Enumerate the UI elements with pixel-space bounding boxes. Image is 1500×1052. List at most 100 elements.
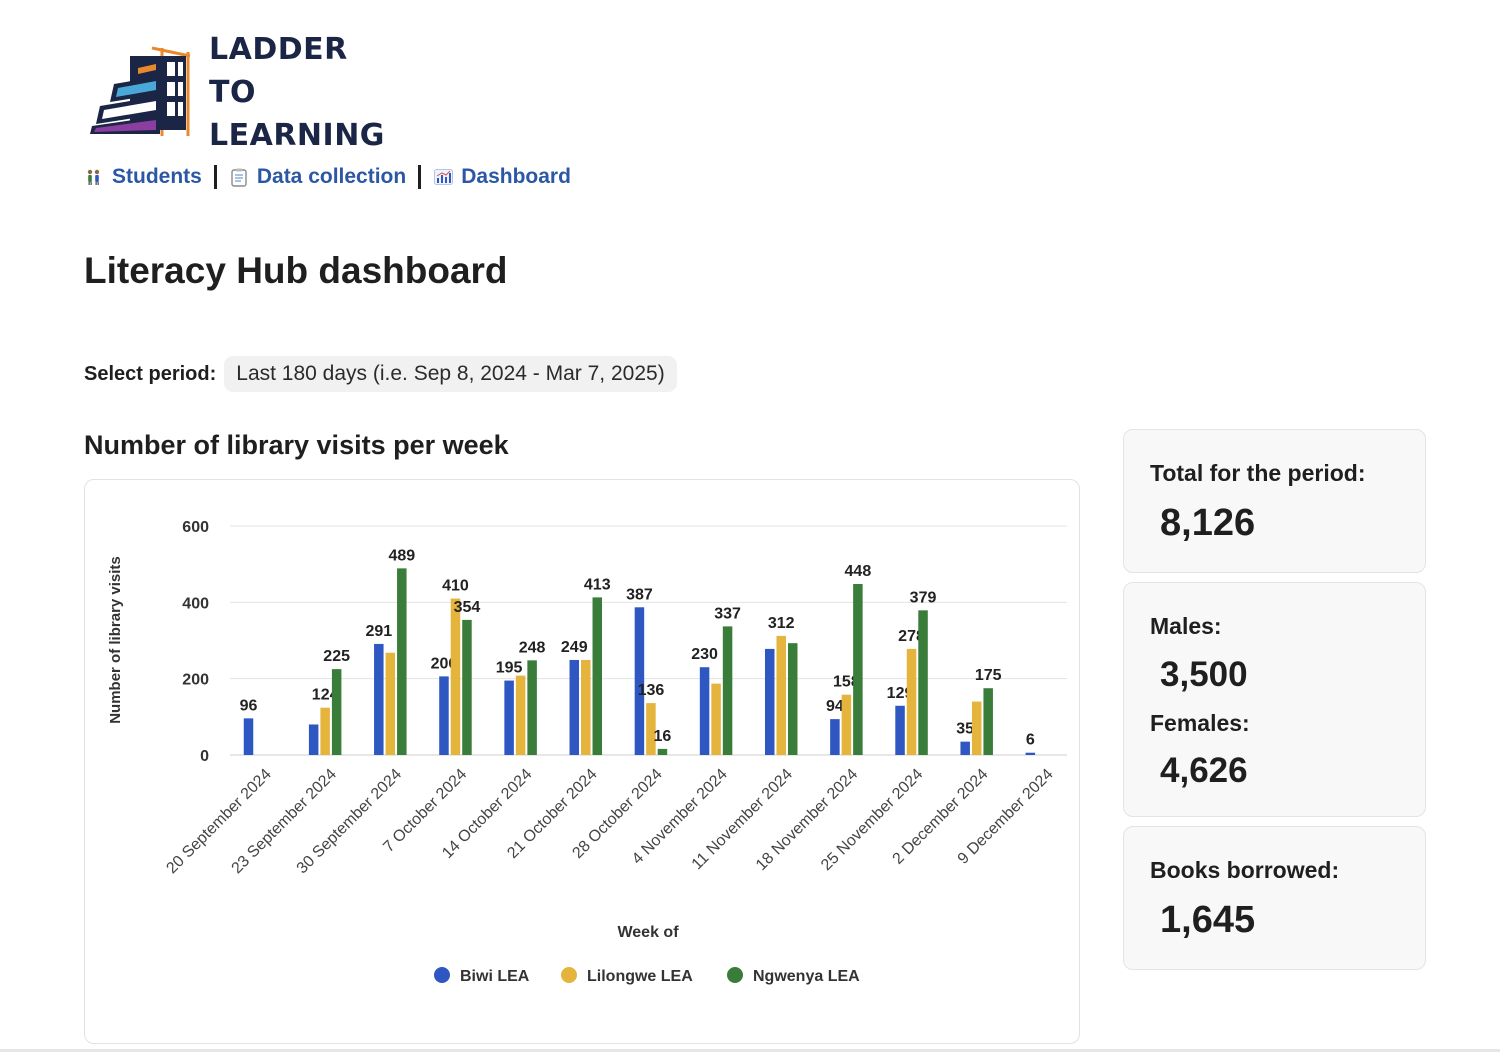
period-select[interactable]: Last 180 days (i.e. Sep 8, 2024 - Mar 7,… xyxy=(224,356,677,392)
bar xyxy=(918,610,928,755)
bar xyxy=(385,652,396,755)
data-label: 387 xyxy=(626,586,653,603)
legend-label: Biwi LEA xyxy=(460,968,530,985)
bar xyxy=(906,648,917,755)
library-visits-chart: 0 200 400 600 Number of library visits 96 20 S… xyxy=(107,519,1067,985)
data-label: 158 xyxy=(833,674,860,691)
legend-marker xyxy=(434,967,450,983)
data-label: 206 xyxy=(431,655,458,672)
bar xyxy=(960,741,970,755)
page-title: Literacy Hub dashboard xyxy=(84,250,508,291)
gender-stat-card: Males: 3,500 Females: 4,626 xyxy=(1123,582,1426,817)
bar xyxy=(592,597,603,755)
bar xyxy=(646,703,656,755)
bar xyxy=(776,635,786,755)
bar xyxy=(841,694,852,755)
data-label: 94 xyxy=(826,698,844,715)
nav-students-link[interactable]: Students xyxy=(84,165,202,189)
data-label: 175 xyxy=(975,667,1002,684)
data-label: 124 xyxy=(312,687,339,704)
males-label: Males: xyxy=(1150,613,1222,639)
building-logo-icon xyxy=(90,44,195,140)
bar-chart-icon xyxy=(433,167,453,187)
nav-dashboard-label: Dashboard xyxy=(461,165,571,188)
people-icon xyxy=(84,167,104,187)
bottom-divider xyxy=(0,1049,1500,1052)
nav-divider xyxy=(213,165,217,189)
bar xyxy=(711,683,721,755)
bar xyxy=(308,724,319,755)
period-selector-row: Select period: Last 180 days (i.e. Sep 8… xyxy=(84,356,677,392)
bar xyxy=(504,680,514,755)
data-label: 16 xyxy=(654,728,672,745)
data-label: 312 xyxy=(768,615,795,632)
bar xyxy=(853,584,863,755)
data-label: 354 xyxy=(454,599,481,616)
books-label: Books borrowed: xyxy=(1150,857,1340,883)
data-label: 225 xyxy=(323,648,350,665)
data-label: 248 xyxy=(519,639,546,656)
legend-label: Lilongwe LEA xyxy=(587,968,693,985)
y-tick-label: 200 xyxy=(182,672,209,689)
bar xyxy=(515,675,526,755)
logo: LADDER TO LEARNING xyxy=(90,32,440,153)
nav-divider xyxy=(418,165,422,189)
data-label: 96 xyxy=(240,697,258,714)
bar xyxy=(983,688,993,755)
nav-dashboard-link[interactable]: Dashboard xyxy=(433,165,571,189)
data-label: 489 xyxy=(388,547,415,564)
top-nav: Students Data collection Da xyxy=(84,162,571,192)
logo-line2: TO LEARNING xyxy=(209,74,385,153)
bar xyxy=(331,669,342,755)
books-value: 1,645 xyxy=(1160,899,1256,941)
clipboard-icon xyxy=(229,167,249,187)
bar xyxy=(787,643,798,755)
period-label: Select period: xyxy=(84,362,217,385)
data-label: 230 xyxy=(691,646,718,663)
data-label: 129 xyxy=(887,685,914,702)
nav-data-collection-label: Data collection xyxy=(256,165,407,188)
data-label: 291 xyxy=(365,623,392,640)
nav-students-label: Students xyxy=(112,165,202,188)
bar xyxy=(374,643,384,755)
x-tick-label: 20 September 2024 xyxy=(163,766,274,877)
chart-section-title: Number of library visits per week xyxy=(84,430,509,460)
bar xyxy=(569,659,580,755)
logo-line1: LADDER xyxy=(209,31,348,67)
data-label: 337 xyxy=(714,605,741,622)
data-label: 410 xyxy=(442,578,469,595)
y-tick-label: 600 xyxy=(182,519,209,536)
females-label: Females: xyxy=(1150,710,1250,736)
bar xyxy=(634,607,645,755)
bar xyxy=(397,568,407,755)
total-value: 8,126 xyxy=(1160,502,1256,544)
bar xyxy=(450,598,461,755)
total-stat-card: Total for the period: 8,126 xyxy=(1123,429,1426,573)
bar xyxy=(764,648,775,755)
bar xyxy=(1025,752,1036,755)
bar xyxy=(439,676,449,755)
data-label: 136 xyxy=(638,682,665,699)
data-label: 195 xyxy=(496,660,523,677)
data-label: 249 xyxy=(561,639,588,656)
bar xyxy=(971,701,982,755)
bar xyxy=(895,705,905,755)
y-tick-label: 400 xyxy=(182,595,209,612)
data-label: 379 xyxy=(910,589,937,606)
bar xyxy=(722,626,733,755)
bar xyxy=(243,718,254,755)
females-value: 4,626 xyxy=(1160,751,1248,790)
legend-marker xyxy=(561,967,577,983)
bar xyxy=(699,667,710,755)
nav-data-collection-link[interactable]: Data collection xyxy=(229,165,406,189)
y-axis-label: Number of library visits xyxy=(107,556,124,724)
legend-marker xyxy=(727,967,743,983)
bar xyxy=(581,659,591,755)
legend-label: Ngwenya LEA xyxy=(753,968,860,985)
data-label: 448 xyxy=(845,563,872,580)
chart-card: 0 200 400 600 Number of library visits 96 20 S… xyxy=(84,479,1080,1044)
y-tick-label: 0 xyxy=(200,748,209,765)
bar xyxy=(462,619,472,755)
data-label: 6 xyxy=(1026,732,1035,749)
logo-wordmark: LADDER TO LEARNING xyxy=(209,28,440,157)
